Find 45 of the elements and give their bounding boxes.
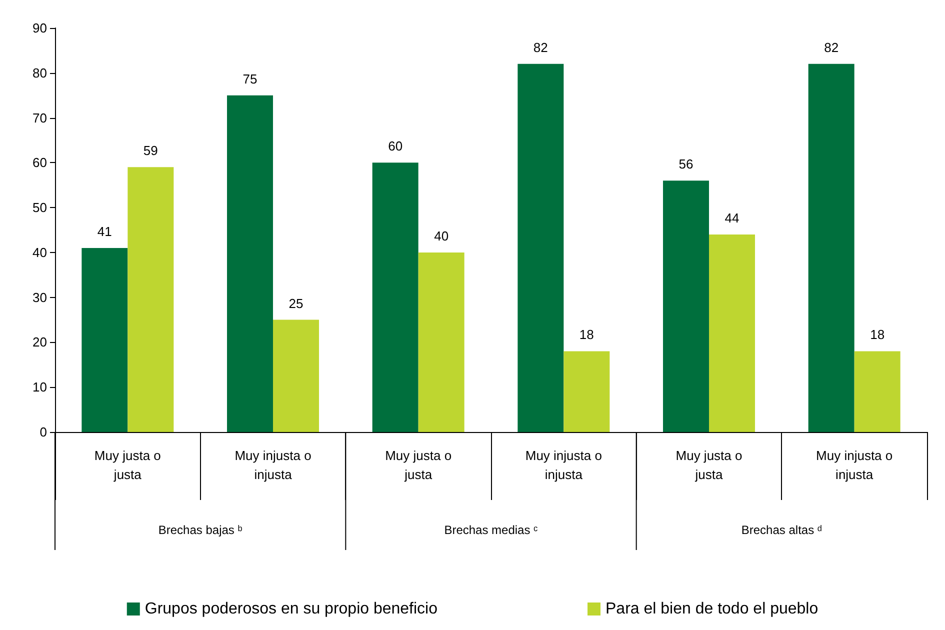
bar <box>808 64 854 432</box>
data-label: 25 <box>288 296 304 311</box>
data-label: 18 <box>870 327 885 342</box>
data-label: 59 <box>143 143 158 158</box>
data-label: 60 <box>388 138 403 154</box>
data-label: 82 <box>824 40 839 55</box>
legend-label: Grupos poderosos en su propio beneficio <box>144 600 438 618</box>
bar <box>418 252 464 432</box>
y-tick-label: 0 <box>40 424 47 440</box>
y-tick-label: 10 <box>32 380 47 395</box>
data-label: 18 <box>579 327 594 342</box>
data-label: 56 <box>678 156 694 172</box>
x-tick-label: Muy justa o justa <box>385 448 452 482</box>
x-tick-label: Muy justa o justa <box>94 448 161 482</box>
x-tick-label: Muy justa o justa <box>676 448 742 482</box>
data-label: 82 <box>533 40 548 55</box>
bar <box>518 64 564 432</box>
text: Brechas bajas ᵇ <box>158 523 243 537</box>
bar <box>273 320 319 432</box>
y-tick-label: 80 <box>32 65 47 80</box>
legend-label: Para el bien de todo el pueblo <box>606 600 818 618</box>
bar <box>82 248 128 432</box>
y-tick-label: 30 <box>32 290 47 305</box>
text: Brechas altas ᵈ <box>741 523 822 537</box>
bar <box>128 167 174 432</box>
text: Brechas medias ᶜ <box>444 523 538 537</box>
y-tick-label: 20 <box>32 334 47 350</box>
x-tick-label: Muy injusta o injusta <box>234 448 312 482</box>
bar <box>854 351 900 432</box>
data-label: 75 <box>242 71 258 86</box>
y-tick-label: 40 <box>32 244 47 260</box>
data-label: 44 <box>724 210 740 226</box>
bar <box>372 162 418 432</box>
data-label: 40 <box>434 228 449 244</box>
x-tick-label: Muy injusta o injusta <box>816 448 893 482</box>
y-tick-label: 90 <box>32 20 47 36</box>
bar <box>564 351 610 432</box>
x-tick-label: Muy injusta o injusta <box>525 448 602 482</box>
bar <box>227 95 273 432</box>
bar <box>709 234 755 432</box>
y-tick-label: 60 <box>32 155 47 170</box>
y-tick-label: 50 <box>32 200 47 216</box>
data-label: 41 <box>97 224 112 239</box>
bar <box>663 180 709 432</box>
y-tick-label: 70 <box>32 110 47 126</box>
